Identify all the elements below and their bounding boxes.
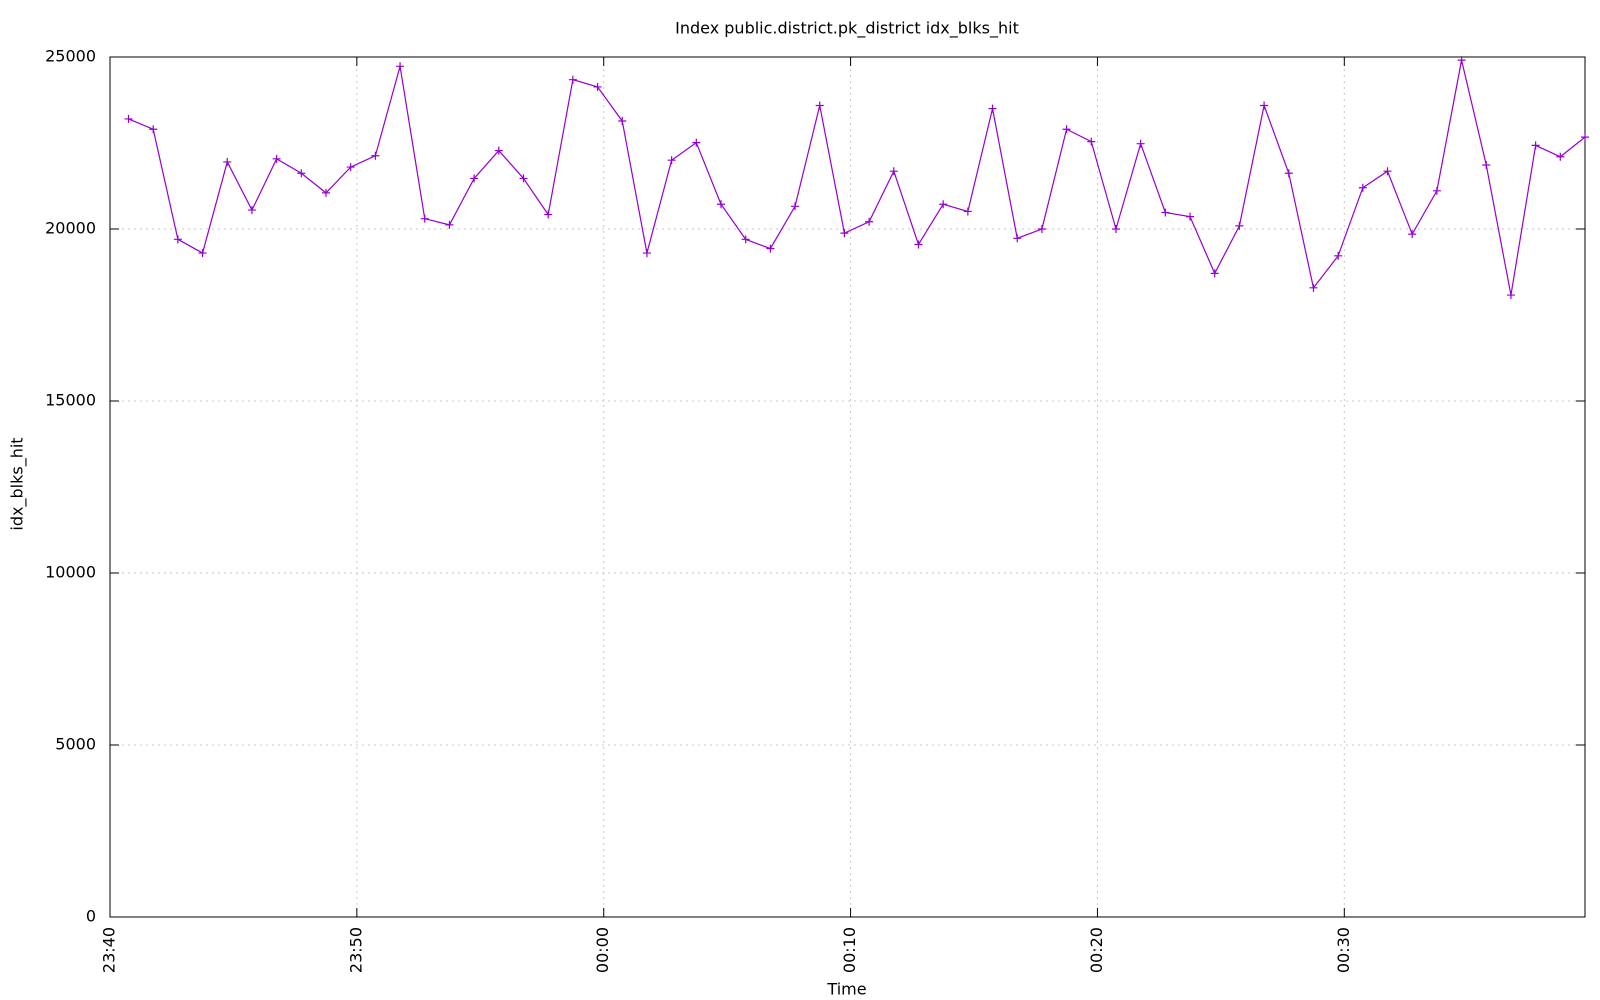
data-point	[988, 104, 997, 113]
y-tick-label: 0	[86, 907, 96, 926]
chart-title: Index public.district.pk_district idx_bl…	[675, 19, 1019, 39]
data-point	[865, 217, 874, 226]
y-tick-label: 5000	[55, 735, 96, 754]
data-point	[1087, 137, 1096, 146]
x-tick-label: 00:20	[1087, 927, 1106, 973]
data-point	[914, 240, 923, 249]
data-point	[692, 138, 701, 147]
data-point	[1506, 291, 1515, 300]
data-point	[396, 62, 405, 71]
data-point	[1284, 169, 1293, 178]
data-point	[840, 229, 849, 238]
data-point	[1111, 225, 1120, 233]
data-point	[618, 116, 627, 125]
y-axis-label: idx_blks_hit	[8, 437, 28, 530]
data-point	[371, 151, 380, 160]
data-point	[1358, 183, 1367, 192]
y-tick-label: 20000	[45, 219, 96, 238]
data-point	[1210, 269, 1219, 278]
data-point	[445, 220, 454, 229]
data-point	[297, 169, 306, 178]
data-point	[1235, 221, 1244, 230]
x-tick-label: 00:00	[593, 927, 612, 973]
data-point	[470, 174, 479, 183]
data-point	[1186, 212, 1195, 221]
y-tick-label: 15000	[45, 391, 96, 410]
y-tick-label: 25000	[45, 47, 96, 66]
data-point	[1457, 56, 1466, 65]
data-point	[716, 200, 725, 209]
plot-border	[109, 56, 1586, 918]
data-point	[815, 101, 824, 110]
data-point	[544, 210, 553, 219]
data-point	[1260, 101, 1269, 110]
data-point	[124, 114, 133, 123]
data-point	[889, 167, 898, 176]
x-tick-label: 23:50	[346, 927, 365, 973]
data-point	[247, 206, 256, 215]
data-point	[272, 154, 281, 163]
data-point	[346, 163, 355, 172]
x-tick-label: 00:30	[1334, 927, 1353, 973]
data-line	[128, 59, 1586, 296]
data-point	[1408, 230, 1417, 239]
data-point	[173, 235, 182, 244]
data-point	[149, 125, 158, 134]
data-point	[1136, 139, 1145, 148]
data-point	[741, 235, 750, 244]
data-point	[1161, 208, 1170, 217]
data-point	[1013, 234, 1022, 243]
data-point	[939, 200, 948, 209]
y-tick-label: 10000	[45, 563, 96, 582]
data-point	[519, 174, 528, 183]
x-tick-label: 00:10	[840, 927, 859, 973]
data-point	[593, 82, 602, 91]
data-point	[494, 146, 503, 155]
data-point	[1581, 133, 1589, 142]
data-point	[963, 207, 972, 216]
data-point	[1482, 161, 1491, 170]
data-point	[1309, 283, 1318, 292]
data-point	[322, 188, 331, 197]
data-point	[766, 244, 775, 253]
x-axis-label: Time	[826, 980, 866, 999]
x-tick-label: 23:40	[100, 927, 119, 973]
data-point	[223, 157, 232, 166]
data-point	[1062, 125, 1071, 134]
data-point	[1037, 225, 1046, 233]
data-point	[667, 156, 676, 165]
data-point	[1531, 141, 1540, 150]
data-point	[1383, 167, 1392, 176]
data-point	[642, 249, 651, 258]
data-point	[1556, 152, 1565, 161]
data-point	[568, 75, 577, 84]
data-point	[791, 202, 800, 211]
data-point	[1432, 186, 1441, 195]
data-point	[198, 249, 207, 258]
data-point	[420, 214, 429, 223]
data-point	[1334, 251, 1343, 260]
